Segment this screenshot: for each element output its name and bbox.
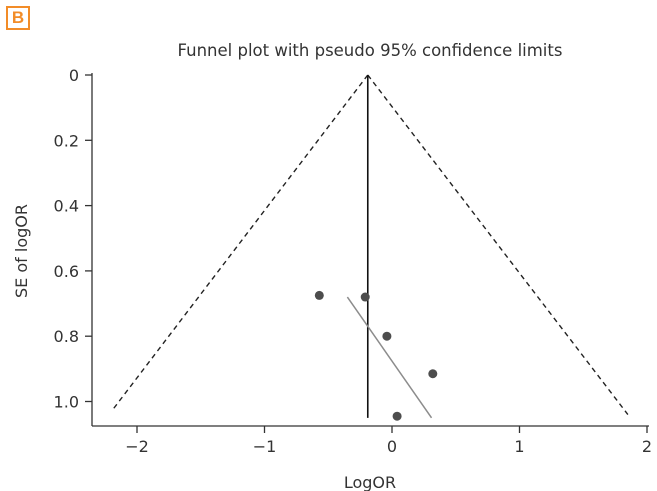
y-axis-label: SE of logOR xyxy=(12,204,31,298)
data-point xyxy=(314,290,324,300)
x-tick-label: −2 xyxy=(125,437,149,456)
x-axis-label: LogOR xyxy=(344,473,396,491)
y-tick-label: 0 xyxy=(69,66,79,85)
panel-label-badge: B xyxy=(6,6,30,30)
y-tick-label: 0.4 xyxy=(54,197,79,216)
x-axis: −2 −1 0 1 2 xyxy=(92,425,652,456)
x-tick-label: −1 xyxy=(253,437,277,456)
x-tick-label: 2 xyxy=(642,437,652,456)
x-tick-label: 1 xyxy=(514,437,524,456)
data-point xyxy=(428,369,438,379)
data-point xyxy=(360,292,370,302)
regression-line xyxy=(346,296,433,419)
y-tick-label: 0.8 xyxy=(54,327,79,346)
data-point xyxy=(382,331,392,341)
y-tick-label: 1.0 xyxy=(54,393,79,412)
y-tick-label: 0.2 xyxy=(54,131,79,150)
plot-lines xyxy=(110,74,629,419)
pseudo-confidence-limit-line xyxy=(367,74,629,415)
data-point xyxy=(392,411,402,421)
x-tick-label: 0 xyxy=(387,437,397,456)
pseudo-confidence-limit-line xyxy=(110,74,369,412)
y-tick-label: 0.6 xyxy=(54,262,79,281)
data-points xyxy=(314,290,438,421)
chart-title: Funnel plot with pseudo 95% confidence l… xyxy=(178,41,563,60)
y-axis: 0 0.2 0.4 0.6 0.8 1.0 xyxy=(54,66,93,426)
